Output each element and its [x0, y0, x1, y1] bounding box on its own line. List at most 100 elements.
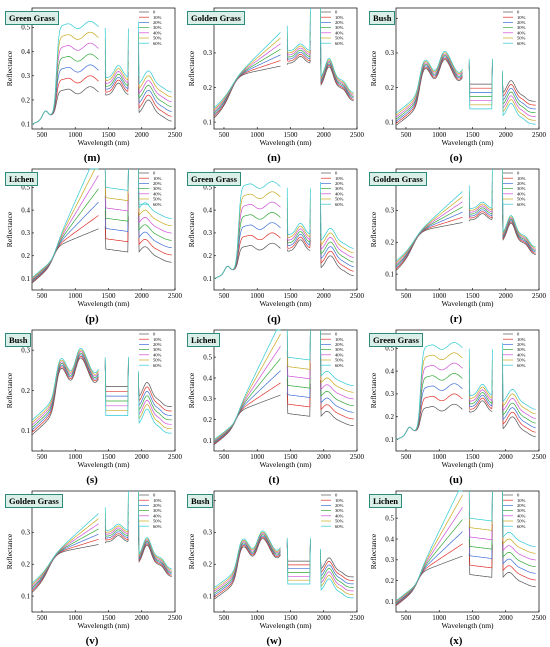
series-line-0-band-2	[320, 243, 354, 277]
series-line-0-band-1	[104, 216, 129, 253]
y-tick-label: 0.3	[385, 556, 394, 564]
series-line-50pct-band-2	[502, 490, 536, 554]
legend-label: 60%	[153, 41, 162, 46]
series-line-40pct-band-2	[320, 329, 354, 400]
legend-label: 0	[335, 171, 338, 176]
series-line-60pct-band-1	[286, 537, 311, 585]
series-line-20pct-band-1	[286, 342, 311, 398]
x-tick-label: 500	[37, 131, 48, 139]
series-line-40pct-band-0	[395, 362, 463, 440]
series-line-60pct-band-0	[213, 329, 281, 440]
series-line-60pct-band-1	[104, 27, 129, 78]
series-line-40pct-band-0	[395, 53, 463, 118]
legend-label: 20%	[335, 20, 344, 25]
x-tick-label: 2000	[499, 292, 514, 300]
series-line-30pct-band-1	[104, 168, 129, 222]
series-line-10pct-band-2	[138, 76, 172, 117]
y-tick-label: 0.4	[385, 535, 394, 543]
x-tick-label: 2500	[532, 131, 547, 139]
x-tick-label: 500	[219, 614, 230, 622]
series-line-60pct-band-0	[213, 181, 281, 279]
panel-letter: (t)	[268, 474, 280, 486]
legend-label: 20%	[153, 503, 162, 508]
series-line-10pct-band-1	[468, 397, 493, 410]
series-line-0-band-1	[468, 400, 493, 413]
x-axis-title: Wavelength (nm)	[77, 138, 130, 147]
x-tick-label: 1500	[465, 614, 480, 622]
series-line-30pct-band-1	[468, 490, 493, 550]
x-tick-label: 2500	[532, 292, 547, 300]
series-line-0-band-0	[31, 86, 99, 125]
series-line-60pct-band-2	[502, 342, 536, 410]
legend-label: 40%	[517, 513, 526, 518]
series-line-10pct-band-1	[104, 79, 129, 93]
x-tick-label: 1500	[465, 292, 480, 300]
series-line-10pct-band-2	[502, 77, 536, 106]
series-line-10pct-band-0	[395, 216, 463, 270]
series-line-10pct-band-1	[286, 363, 311, 408]
panel-title: Green Grass	[5, 11, 59, 25]
series-line-60pct-band-0	[31, 347, 99, 421]
series-line-40pct-band-2	[320, 551, 354, 592]
series-line-60pct-band-0	[31, 20, 99, 125]
x-tick-label: 1500	[465, 453, 480, 461]
legend-label: 10%	[335, 176, 344, 181]
legend-label: 30%	[335, 508, 344, 513]
series-line-50pct-band-2	[502, 72, 536, 121]
series-line-40pct-band-0	[31, 351, 99, 426]
series-line-20pct-band-2	[138, 65, 172, 112]
x-tick-label: 2000	[499, 614, 514, 622]
x-tick-label: 1500	[283, 292, 298, 300]
series-line-0-band-1	[468, 213, 493, 222]
series-line-50pct-band-2	[138, 490, 172, 571]
y-tick-label: 0.4	[203, 374, 212, 382]
series-line-50pct-band-2	[138, 168, 172, 227]
y-axis-title: Reflectance	[5, 533, 14, 569]
series-line-50pct-band-1	[286, 329, 311, 370]
series-line-30pct-band-2	[138, 54, 172, 108]
legend-label: 50%	[517, 358, 526, 363]
series-line-40pct-band-1	[468, 490, 493, 541]
series-line-0-band-1	[286, 383, 311, 417]
legend-label: 40%	[335, 191, 344, 196]
legend-label: 50%	[153, 36, 162, 41]
legend-label: 0	[335, 332, 338, 337]
series-line-20pct-band-1	[468, 199, 493, 217]
series-line-30pct-band-2	[320, 552, 354, 588]
y-tick-label: 0.2	[385, 84, 394, 92]
series-line-30pct-band-1	[104, 512, 129, 537]
x-tick-label: 500	[37, 614, 48, 622]
legend-label: 0	[517, 10, 520, 15]
chart-svg-x: 50010001500200025000.10.20.30.40.50.6Wav…	[369, 490, 547, 630]
y-tick-label: 0.1	[21, 427, 30, 435]
legend-label: 40%	[517, 30, 526, 35]
series-line-40pct-band-2	[502, 174, 536, 250]
y-tick-label: 0.1	[203, 592, 212, 600]
y-tick-label: 0.3	[203, 529, 212, 537]
series-line-50pct-band-1	[104, 168, 129, 201]
legend-label: 50%	[517, 36, 526, 41]
series-line-60pct-band-1	[104, 168, 129, 191]
series-line-30pct-band-0	[395, 55, 463, 120]
series-line-20pct-band-0	[31, 354, 99, 431]
series-line-10pct-band-0	[213, 536, 281, 598]
x-tick-label: 2500	[168, 292, 183, 300]
chart-panel-n: 50010001500200025000.10.20.30.4Wavelengt…	[184, 2, 365, 164]
series-line-20pct-band-0	[213, 535, 281, 596]
series-line-10pct-band-1	[468, 524, 493, 569]
series-line-0-band-2	[502, 541, 536, 588]
series-line-50pct-band-2	[320, 329, 354, 393]
y-tick-label: 0.2	[203, 561, 212, 569]
series-line-30pct-band-1	[286, 329, 311, 389]
legend-label: 0	[153, 171, 156, 176]
series-line-60pct-band-0	[395, 342, 463, 440]
legend-label: 0	[517, 171, 520, 176]
legend-label: 10%	[517, 337, 526, 342]
legend-label: 30%	[153, 186, 162, 191]
series-line-30pct-band-1	[468, 62, 493, 97]
series-line-50pct-band-2	[138, 372, 172, 430]
series-line-0-band-1	[286, 545, 311, 562]
series-line-60pct-band-1	[104, 356, 129, 416]
y-tick-label: 0.3	[385, 49, 394, 57]
series-line-40pct-band-1	[468, 369, 493, 402]
